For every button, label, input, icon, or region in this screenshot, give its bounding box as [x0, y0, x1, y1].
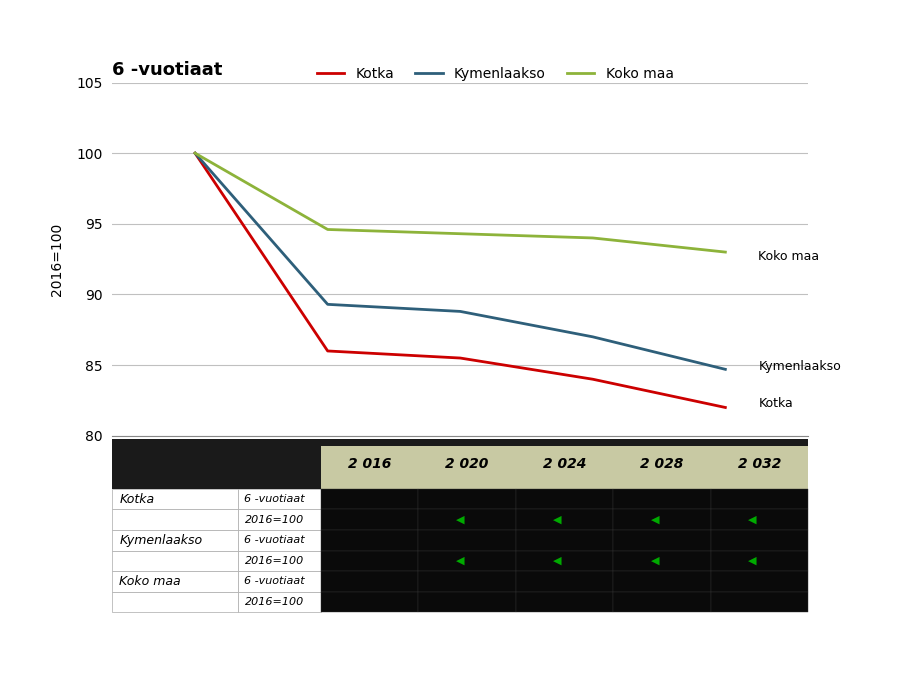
- FancyBboxPatch shape: [711, 550, 808, 571]
- FancyBboxPatch shape: [613, 550, 711, 571]
- FancyBboxPatch shape: [112, 439, 808, 447]
- FancyBboxPatch shape: [711, 530, 808, 550]
- FancyBboxPatch shape: [237, 550, 321, 571]
- FancyBboxPatch shape: [613, 488, 711, 509]
- FancyBboxPatch shape: [237, 571, 321, 592]
- Text: ◀: ◀: [651, 556, 659, 566]
- FancyBboxPatch shape: [711, 488, 808, 509]
- Y-axis label: 2016=100: 2016=100: [49, 222, 64, 296]
- Text: Koko maa: Koko maa: [759, 250, 820, 263]
- FancyBboxPatch shape: [112, 550, 237, 571]
- Text: 6 -vuotiaat: 6 -vuotiaat: [244, 577, 305, 586]
- FancyBboxPatch shape: [237, 530, 321, 550]
- FancyBboxPatch shape: [112, 488, 237, 509]
- FancyBboxPatch shape: [418, 509, 515, 530]
- Text: 2 020: 2 020: [445, 457, 489, 471]
- Text: Kymenlaakso: Kymenlaakso: [119, 534, 202, 547]
- FancyBboxPatch shape: [515, 530, 613, 550]
- Text: 6 -vuotiaat: 6 -vuotiaat: [112, 61, 223, 79]
- FancyBboxPatch shape: [112, 530, 237, 550]
- Text: ◀: ◀: [456, 515, 464, 525]
- Text: 2 016: 2 016: [348, 457, 392, 471]
- Text: 6 -vuotiaat: 6 -vuotiaat: [244, 535, 305, 545]
- FancyBboxPatch shape: [237, 592, 321, 612]
- Text: 6 -vuotiaat: 6 -vuotiaat: [244, 494, 305, 504]
- FancyBboxPatch shape: [321, 509, 418, 530]
- Text: ◀: ◀: [456, 556, 464, 566]
- FancyBboxPatch shape: [321, 592, 418, 612]
- Text: 2 024: 2 024: [543, 457, 586, 471]
- Text: ◀: ◀: [748, 515, 757, 525]
- Text: Koko maa: Koko maa: [119, 575, 180, 588]
- FancyBboxPatch shape: [237, 439, 321, 488]
- FancyBboxPatch shape: [418, 488, 515, 509]
- Text: 2016=100: 2016=100: [244, 515, 304, 525]
- FancyBboxPatch shape: [237, 509, 321, 530]
- FancyBboxPatch shape: [613, 530, 711, 550]
- FancyBboxPatch shape: [515, 571, 613, 592]
- Text: Kotka: Kotka: [759, 397, 793, 410]
- FancyBboxPatch shape: [112, 509, 237, 530]
- FancyBboxPatch shape: [418, 550, 515, 571]
- FancyBboxPatch shape: [321, 530, 418, 550]
- FancyBboxPatch shape: [321, 488, 418, 509]
- FancyBboxPatch shape: [515, 509, 613, 530]
- Text: ◀: ◀: [651, 515, 659, 525]
- Legend: Kotka, Kymenlaakso, Koko maa: Kotka, Kymenlaakso, Koko maa: [311, 61, 679, 87]
- FancyBboxPatch shape: [418, 530, 515, 550]
- FancyBboxPatch shape: [711, 592, 808, 612]
- Text: ◀: ◀: [553, 556, 562, 566]
- FancyBboxPatch shape: [112, 592, 237, 612]
- Text: 2020 -2032: Tilastokuskus, väestöennuste 2015: 2020 -2032: Tilastokuskus, väestöennuste…: [541, 478, 808, 488]
- Text: ◀: ◀: [748, 556, 757, 566]
- FancyBboxPatch shape: [515, 439, 613, 488]
- FancyBboxPatch shape: [321, 571, 418, 592]
- FancyBboxPatch shape: [515, 550, 613, 571]
- Text: Kotka: Kotka: [119, 493, 154, 506]
- FancyBboxPatch shape: [515, 488, 613, 509]
- Text: ◀: ◀: [553, 515, 562, 525]
- Text: 2 028: 2 028: [640, 457, 683, 471]
- FancyBboxPatch shape: [613, 509, 711, 530]
- FancyBboxPatch shape: [321, 550, 418, 571]
- FancyBboxPatch shape: [112, 571, 237, 592]
- Text: 2 032: 2 032: [738, 457, 781, 471]
- FancyBboxPatch shape: [321, 439, 418, 488]
- FancyBboxPatch shape: [418, 439, 515, 488]
- FancyBboxPatch shape: [237, 488, 321, 509]
- FancyBboxPatch shape: [613, 592, 711, 612]
- FancyBboxPatch shape: [613, 571, 711, 592]
- FancyBboxPatch shape: [418, 592, 515, 612]
- FancyBboxPatch shape: [711, 509, 808, 530]
- Text: 2016=100: 2016=100: [244, 597, 304, 607]
- FancyBboxPatch shape: [418, 571, 515, 592]
- FancyBboxPatch shape: [515, 592, 613, 612]
- Text: 2016=100: 2016=100: [244, 556, 304, 566]
- FancyBboxPatch shape: [112, 439, 237, 488]
- FancyBboxPatch shape: [711, 571, 808, 592]
- FancyBboxPatch shape: [613, 439, 711, 488]
- Text: Kymenlaakso: Kymenlaakso: [759, 360, 841, 373]
- FancyBboxPatch shape: [711, 439, 808, 488]
